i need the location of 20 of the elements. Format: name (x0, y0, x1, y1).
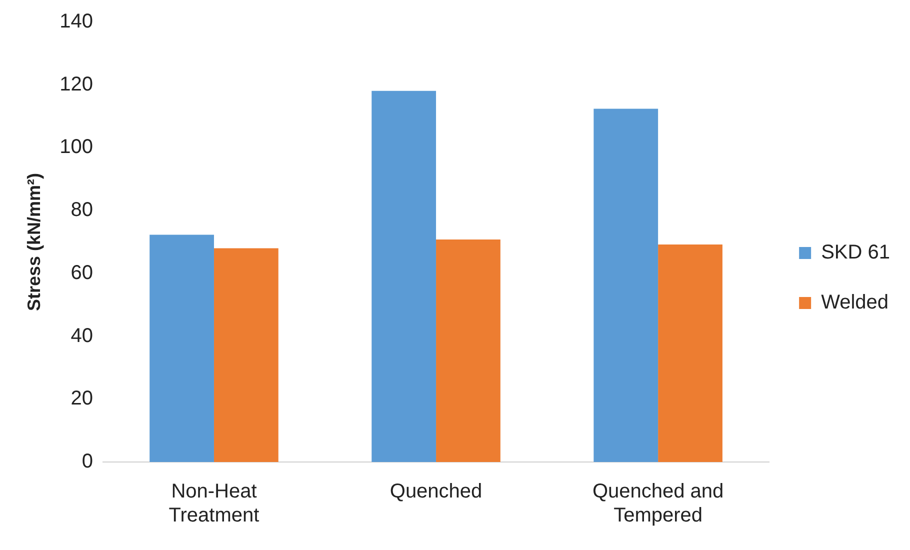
x-tick-label: Non-Heat Treatment (168, 480, 260, 527)
bar (658, 244, 722, 462)
bar (372, 90, 436, 462)
y-axis-title: Stress (kN/mm²) (24, 172, 44, 312)
y-tick-label: 20 (70, 388, 93, 410)
x-tick-label: Quenched (390, 480, 482, 503)
y-tick-label: 80 (70, 199, 93, 222)
y-tick-label: 0 (82, 450, 93, 473)
bar (214, 248, 278, 462)
y-tick-label: 120 (60, 73, 93, 96)
y-tick-label: 40 (70, 324, 93, 347)
bar (436, 239, 500, 462)
x-tick-label: Quenched and Tempered (592, 480, 724, 527)
legend-label: SKD 61 (821, 242, 890, 264)
y-tick-label: 140 (60, 10, 93, 33)
y-tick-label: 60 (70, 262, 93, 284)
bar (150, 234, 214, 462)
y-tick-label: 100 (60, 136, 93, 158)
bar (594, 108, 658, 462)
legend-label: Welded (821, 292, 889, 314)
